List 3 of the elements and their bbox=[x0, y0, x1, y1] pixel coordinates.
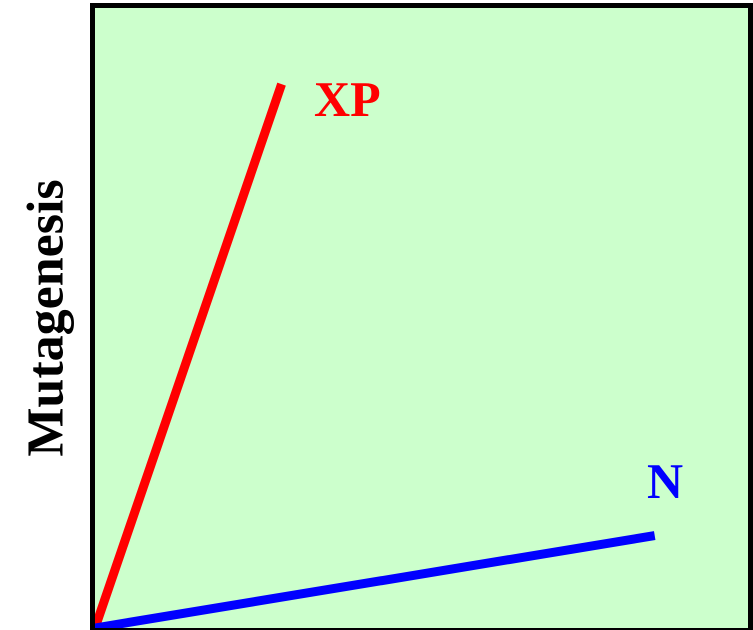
series-label: XP bbox=[314, 71, 381, 127]
y-axis-title: Mutagenesis bbox=[17, 179, 74, 457]
series-label: N bbox=[647, 453, 684, 509]
